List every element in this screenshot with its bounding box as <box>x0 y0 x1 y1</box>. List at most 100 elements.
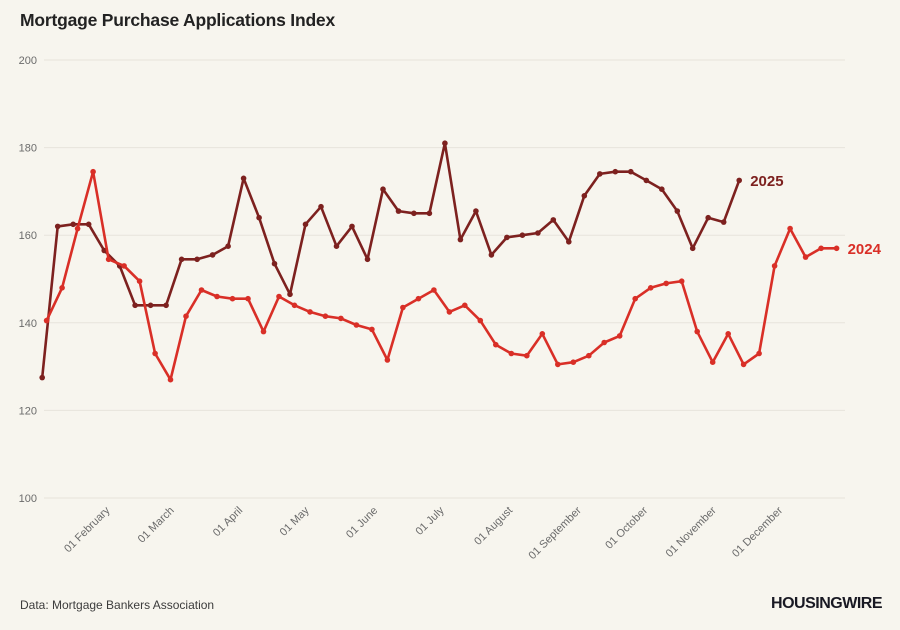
y-tick-label: 200 <box>19 55 37 67</box>
series-2025-point <box>349 223 355 230</box>
series-2025-point <box>643 177 650 184</box>
series-2024-point <box>787 225 793 232</box>
series-2024-point <box>291 302 298 309</box>
series-2025-point <box>473 208 479 214</box>
series-2024-point <box>260 328 267 335</box>
series-2025-point <box>720 219 727 225</box>
series-2025-point <box>628 168 634 175</box>
series-2025-point <box>85 221 92 228</box>
series-2024-point <box>740 361 747 368</box>
series-2024-point <box>43 317 50 324</box>
x-tick-label: 01 February <box>62 504 113 555</box>
series-2025-point <box>442 140 448 146</box>
series-2024-point <box>276 293 282 300</box>
page-title: Mortgage Purchase Applications Index <box>20 10 335 30</box>
series-2024-point <box>307 309 313 315</box>
x-tick-label: 01 November <box>664 504 719 559</box>
series-2025-point <box>256 214 262 221</box>
x-tick-label: 01 July <box>413 504 446 537</box>
series-2024-point <box>833 245 840 252</box>
series-2024-point <box>59 285 65 291</box>
series-label-2024: 2024 <box>848 241 882 258</box>
series-2025-point <box>411 210 417 217</box>
series-2024-point <box>663 280 669 287</box>
x-tick-label: 01 September <box>526 504 584 562</box>
series-2025-point <box>612 168 619 175</box>
y-tick-label: 100 <box>19 493 37 505</box>
series-2024-point <box>136 278 143 285</box>
data-source-note: Data: Mortgage Bankers Association <box>20 598 215 612</box>
series-2024-point <box>632 295 638 302</box>
series-2024-point <box>616 333 623 339</box>
series-2025-point <box>163 302 169 309</box>
series-2024-point <box>152 350 158 357</box>
series-2024-point <box>647 285 654 291</box>
series-2025-point <box>54 223 61 230</box>
series-2025-point <box>271 260 278 267</box>
series-2024-point <box>570 359 577 366</box>
series-2025-point <box>488 252 495 258</box>
series-2025-point <box>70 221 76 228</box>
series-2025-point <box>194 256 200 263</box>
series-2024-point <box>477 317 484 324</box>
series-2025-point <box>395 208 402 214</box>
series-2024-point <box>431 287 437 293</box>
series-2025-point <box>39 374 45 381</box>
series-2024-point <box>322 313 329 320</box>
series-2024-point <box>384 357 391 363</box>
series-2025-point <box>581 193 588 199</box>
series-2024-point <box>508 350 515 357</box>
series-2024-point <box>462 302 468 309</box>
series-2024-point <box>214 293 220 300</box>
series-2025-point <box>457 236 464 243</box>
series-2024-line <box>45 170 838 382</box>
x-tick-label: 01 August <box>472 505 515 548</box>
series-2025-point <box>318 203 324 210</box>
series-2025-point <box>225 243 231 249</box>
series-2025-point <box>674 208 681 214</box>
x-tick-label: 01 October <box>603 504 650 551</box>
series-2024-point <box>400 304 406 311</box>
series-2025-point <box>736 177 742 184</box>
series-2025-point <box>302 221 309 228</box>
series-2025-point <box>333 243 340 249</box>
series-2024-point <box>678 278 685 285</box>
series-2025-point <box>597 171 603 177</box>
series-2024-point <box>198 287 205 293</box>
series-2025-point <box>519 232 526 238</box>
series-2024-point <box>415 295 422 302</box>
series-2024-point <box>756 350 762 357</box>
series-2024-point <box>121 263 127 269</box>
series-2024-point <box>338 315 344 322</box>
series-2025-point <box>426 210 433 217</box>
series-2024-point <box>725 331 731 337</box>
series-2024-point <box>183 313 189 320</box>
series-2025-point <box>240 175 247 182</box>
series-2025-point <box>380 186 386 192</box>
series-2024-point <box>694 328 700 335</box>
y-tick-label: 160 <box>19 230 37 242</box>
series-2024-point <box>353 322 360 328</box>
series-2024-point <box>90 168 96 175</box>
series-2024-point <box>771 263 778 269</box>
series-2025-point <box>504 234 510 241</box>
series-2024-point <box>586 352 592 359</box>
series-2025-point <box>705 214 711 221</box>
series-2024-point <box>493 341 499 348</box>
x-tick-label: 01 June <box>344 505 380 541</box>
x-tick-label: 01 April <box>211 505 245 539</box>
series-2024-point <box>539 331 546 337</box>
x-tick-label: 01 March <box>136 505 177 546</box>
series-2024-point <box>245 295 251 302</box>
series-2024-point <box>74 225 81 232</box>
series-2025-point <box>659 186 665 192</box>
x-tick-label: 01 May <box>278 504 312 538</box>
y-tick-label: 120 <box>19 405 37 417</box>
series-2025-point <box>287 291 293 298</box>
series-2025-point <box>178 256 185 263</box>
series-2024-point <box>229 295 236 302</box>
series-2025-point <box>689 245 696 252</box>
series-2024-point <box>818 245 824 252</box>
x-tick-label: 01 December <box>730 504 785 559</box>
